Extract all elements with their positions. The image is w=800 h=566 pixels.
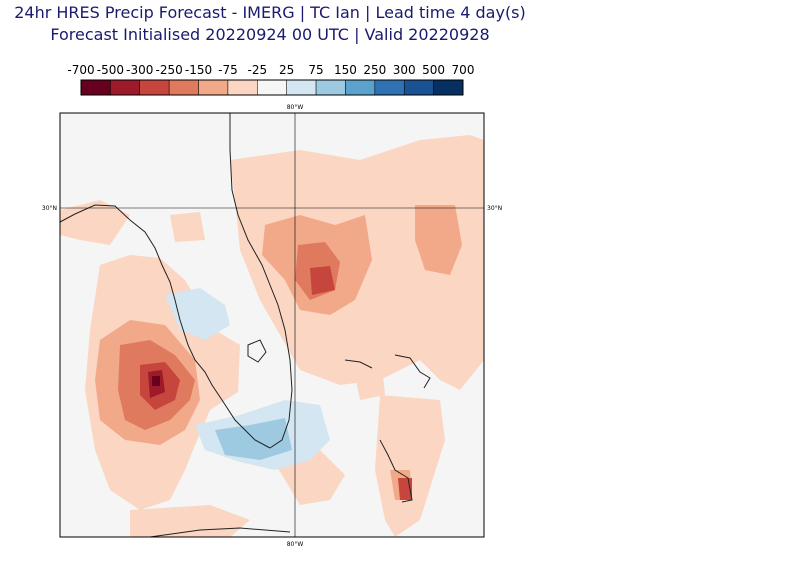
colorbar-tick-label: 25	[279, 63, 294, 77]
lat-label-left: 30°N	[42, 205, 57, 212]
precip-area-light-red	[350, 345, 385, 400]
precip-area-light-red	[375, 395, 445, 537]
chart-subtitle: Forecast Initialised 20220924 00 UTC | V…	[50, 25, 490, 44]
precip-area-light-red	[170, 212, 205, 242]
colorbar-tick-label: -250	[156, 63, 183, 77]
colorbar-tick-label: 700	[452, 63, 475, 77]
map-frame	[59, 112, 485, 538]
colorbar-tick-label: -75	[218, 63, 238, 77]
gulf-coastline	[60, 204, 271, 449]
colorbar-tick-label: -300	[126, 63, 153, 77]
precip-area-light-blue	[165, 288, 230, 340]
colorbar-tick-label: -25	[248, 63, 268, 77]
colorbar-tick-label: -150	[185, 63, 212, 77]
colorbar-tick-label: 75	[308, 63, 323, 77]
andros-island	[344, 359, 373, 369]
colorbar-border	[80, 79, 464, 96]
colorbar: -700 -500 -300 -250 -150 -75 -25 25 75 150 250 300 5…	[67, 63, 475, 96]
bahamas-island	[394, 354, 431, 389]
lon-label-top: 80°W	[287, 104, 304, 111]
lon-label-bottom: 80°W	[287, 541, 304, 548]
cuba-coastline	[149, 527, 291, 537]
precip-area-light-red	[60, 200, 130, 245]
colorbar-tick-label: 300	[393, 63, 416, 77]
atlantic-coastline	[229, 113, 293, 449]
colorbar-tick-label: -500	[97, 63, 124, 77]
colorbar-tick-label: 250	[363, 63, 386, 77]
lake-okeechobee	[247, 339, 267, 363]
bahamas-island	[379, 439, 413, 503]
precip-area-red	[310, 266, 335, 295]
lat-label-right: 30°N	[487, 205, 502, 212]
colorbar-tick-label: 500	[422, 63, 445, 77]
precip-difference-field	[60, 135, 484, 537]
colorbar-tick-label: -700	[67, 63, 94, 77]
chart-title: 24hr HRES Precip Forecast - IMERG | TC I…	[14, 3, 526, 22]
precip-area-medium-red	[415, 205, 462, 275]
precip-area-darkest-red	[152, 376, 160, 386]
gridlines	[60, 113, 484, 537]
coastlines	[60, 113, 431, 537]
colorbar-tick-label: 150	[334, 63, 357, 77]
